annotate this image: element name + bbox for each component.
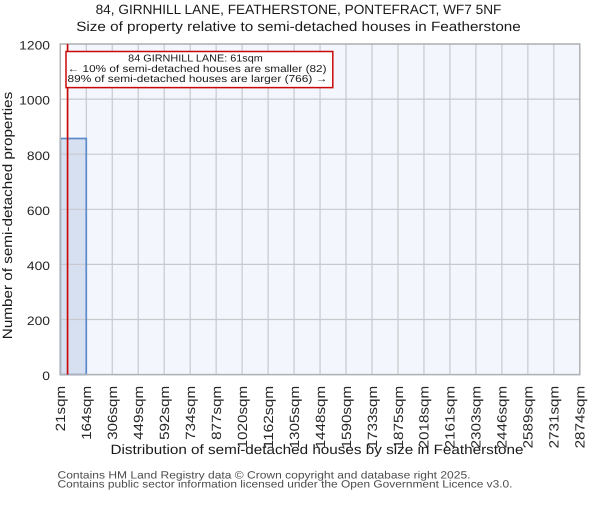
svg-text:Number of semi-detached proper: Number of semi-detached properties [0, 92, 15, 340]
svg-text:1448sqm: 1448sqm [313, 386, 328, 449]
svg-text:734sqm: 734sqm [183, 386, 198, 440]
svg-text:1305sqm: 1305sqm [287, 386, 302, 449]
svg-text:592sqm: 592sqm [157, 386, 172, 440]
svg-text:200: 200 [27, 314, 50, 328]
svg-text:2161sqm: 2161sqm [443, 386, 458, 449]
svg-text:1000: 1000 [19, 94, 50, 108]
svg-text:2018sqm: 2018sqm [417, 386, 432, 449]
svg-text:877sqm: 877sqm [209, 386, 224, 440]
svg-text:1200: 1200 [19, 39, 50, 53]
svg-text:84, GIRNHILL LANE, FEATHERSTON: 84, GIRNHILL LANE, FEATHERSTONE, PONTEFR… [96, 2, 502, 17]
svg-text:306sqm: 306sqm [105, 386, 120, 440]
svg-text:2303sqm: 2303sqm [469, 386, 484, 449]
svg-text:1733sqm: 1733sqm [365, 386, 380, 449]
svg-text:Distribution of semi-detached: Distribution of semi-detached houses by … [111, 442, 524, 457]
svg-text:449sqm: 449sqm [131, 386, 146, 440]
svg-text:21sqm: 21sqm [53, 386, 68, 432]
svg-text:0: 0 [42, 369, 50, 383]
svg-text:800: 800 [27, 149, 50, 163]
svg-text:2589sqm: 2589sqm [521, 386, 536, 449]
svg-text:← 10% of semi-detached houses: ← 10% of semi-detached houses are smalle… [68, 64, 327, 75]
svg-text:89% of semi-detached houses ar: 89% of semi-detached houses are larger (… [68, 74, 328, 85]
svg-text:164sqm: 164sqm [79, 386, 94, 440]
svg-text:400: 400 [27, 259, 50, 273]
svg-text:600: 600 [27, 204, 50, 218]
svg-text:1020sqm: 1020sqm [235, 386, 250, 449]
svg-text:1875sqm: 1875sqm [391, 386, 406, 449]
svg-text:2446sqm: 2446sqm [495, 386, 510, 449]
svg-text:Contains HM Land Registry data: Contains HM Land Registry data © Crown c… [58, 469, 471, 481]
svg-text:1590sqm: 1590sqm [339, 386, 354, 449]
svg-text:1162sqm: 1162sqm [261, 386, 276, 449]
svg-text:Contains public sector informa: Contains public sector information licen… [58, 478, 513, 490]
svg-text:Size of property relative to s: Size of property relative to semi-detach… [76, 19, 521, 34]
svg-text:2731sqm: 2731sqm [547, 386, 562, 449]
svg-text:2874sqm: 2874sqm [573, 386, 588, 449]
svg-text:84 GIRNHILL LANE: 61sqm: 84 GIRNHILL LANE: 61sqm [128, 54, 263, 65]
